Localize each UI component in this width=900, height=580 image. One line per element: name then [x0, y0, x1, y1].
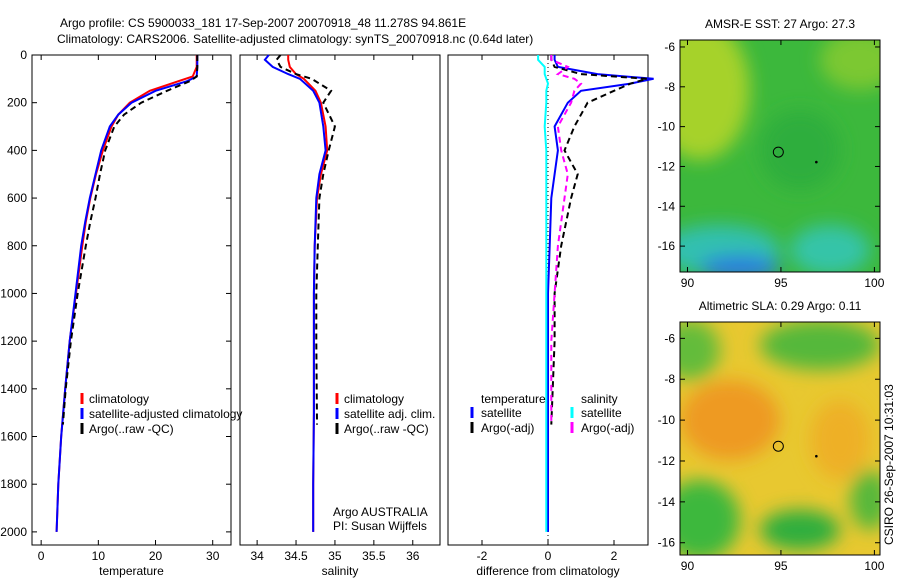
annotation-text: PI: Susan Wijffels [333, 519, 427, 533]
series-line-salinity-satellite [537, 55, 550, 532]
series-line-temperature-argo-adj- [550, 55, 648, 425]
title-line-2: Climatology: CARS2006. Satellite-adjuste… [57, 32, 533, 46]
x-tick-label: -2 [477, 549, 488, 563]
legend-label: satellite [581, 406, 622, 420]
y-tick-label: 1800 [0, 477, 27, 491]
x-tick-label: 95 [774, 276, 788, 290]
y-tick-label: -12 [658, 454, 676, 468]
track-dot [815, 160, 818, 164]
legend-label: Argo(-adj) [481, 421, 534, 435]
y-tick-label: 1200 [0, 334, 27, 348]
sst-map-image [680, 40, 880, 272]
x-axis-label: temperature [99, 564, 164, 578]
sla-map-image [680, 322, 880, 555]
x-axis-label: difference from climatology [476, 564, 619, 578]
x-tick-label: 0 [38, 549, 45, 563]
legend-label: satellite adj. clim. [344, 407, 435, 421]
y-tick-label: -16 [658, 536, 676, 550]
legend-label: climatology [344, 392, 404, 406]
series-line-argo-raw-qc- [61, 55, 199, 425]
legend-label: Argo(..raw -QC) [89, 422, 174, 436]
series-line-temperature-satellite [547, 55, 654, 532]
x-tick-label: 95 [774, 559, 788, 573]
panel-0: 0 10 20 30 0 200 400 600 800 1000 1200 1400 1600 1800… [0, 48, 242, 578]
y-tick-label: 400 [7, 143, 27, 157]
series-line-climatology [287, 55, 329, 532]
axes-frame [31, 54, 232, 546]
series-line-argo-raw-qc- [275, 54, 336, 425]
x-tick-label: 34 [250, 549, 264, 563]
y-tick-label: 1400 [0, 382, 27, 396]
x-tick-label: 35.5 [362, 549, 386, 563]
y-tick-label: 200 [7, 96, 27, 110]
y-tick-label: -12 [658, 159, 676, 173]
y-tick-label: 2000 [0, 525, 27, 539]
title-line-1: Argo profile: CS 5900033_181 17-Sep-2007… [60, 16, 466, 30]
legend-group-header: salinity [581, 392, 618, 406]
y-tick-label: -14 [658, 199, 676, 213]
x-tick-label: 35 [328, 549, 342, 563]
legend-label: Argo(..raw -QC) [344, 422, 429, 436]
x-tick-label: 30 [206, 549, 220, 563]
x-tick-label: 100 [864, 276, 884, 290]
annotation-text: Argo AUSTRALIA [333, 505, 428, 519]
x-tick-label: 2 [611, 549, 618, 563]
x-tick-label: 100 [864, 559, 884, 573]
panel-1: 34 34.5 35 35.5 36 salinity climatologysatelli… [239, 54, 441, 578]
x-tick-label: 0 [545, 549, 552, 563]
x-tick-label: 36 [406, 549, 420, 563]
x-tick-label: 90 [681, 559, 695, 573]
series-line-satellite-adj-clim- [263, 54, 327, 532]
y-tick-label: 600 [7, 191, 27, 205]
axes-frame [679, 321, 881, 556]
y-tick-label: 1000 [0, 286, 27, 300]
map-title: AMSR-E SST: 27 Argo: 27.3 [705, 17, 855, 31]
legend-label: satellite-adjusted climatology [89, 407, 242, 421]
series-line-salinity-argo-adj- [550, 55, 583, 425]
y-tick-label: -16 [658, 239, 676, 253]
legend-label: Argo(-adj) [581, 421, 634, 435]
y-tick-label: -8 [664, 372, 675, 386]
x-tick-label: 10 [92, 549, 106, 563]
panel-4: 90 95 100 -6 -8 -10 -12 -14 -16 Altimetric SLA: 0… [658, 299, 885, 573]
argo-location-marker [772, 440, 784, 452]
legend-label: satellite [481, 406, 522, 420]
x-tick-label: 34.5 [284, 549, 308, 563]
axes-frame [679, 39, 881, 273]
y-tick-label: 800 [7, 239, 27, 253]
x-tick-label: 90 [681, 276, 695, 290]
y-tick-label: -6 [664, 331, 675, 345]
y-tick-label: 0 [20, 48, 27, 62]
y-tick-label: -10 [658, 120, 676, 134]
panel-3: 90 95 100 -6 -8 -10 -12 -14 -16 AMSR-E SST: 27 Ar… [658, 17, 885, 290]
x-tick-label: 20 [149, 549, 163, 563]
y-tick-label: -10 [658, 413, 676, 427]
track-dot [815, 454, 818, 458]
axes-frame [239, 54, 441, 546]
y-tick-label: 1600 [0, 430, 27, 444]
legend-group-header: temperature [481, 392, 546, 406]
series-line-satellite-adjusted-climatology [55, 55, 199, 532]
y-tick-label: -14 [658, 495, 676, 509]
x-axis-label: salinity [322, 564, 359, 578]
side-timestamp-label: CSIRO 26-Sep-2007 10:31:03 [882, 384, 896, 545]
y-tick-label: -6 [664, 40, 675, 54]
y-tick-label: -8 [664, 80, 675, 94]
argo-location-marker [772, 146, 784, 158]
map-title: Altimetric SLA: 0.29 Argo: 0.11 [699, 299, 862, 313]
legend-label: climatology [89, 392, 149, 406]
